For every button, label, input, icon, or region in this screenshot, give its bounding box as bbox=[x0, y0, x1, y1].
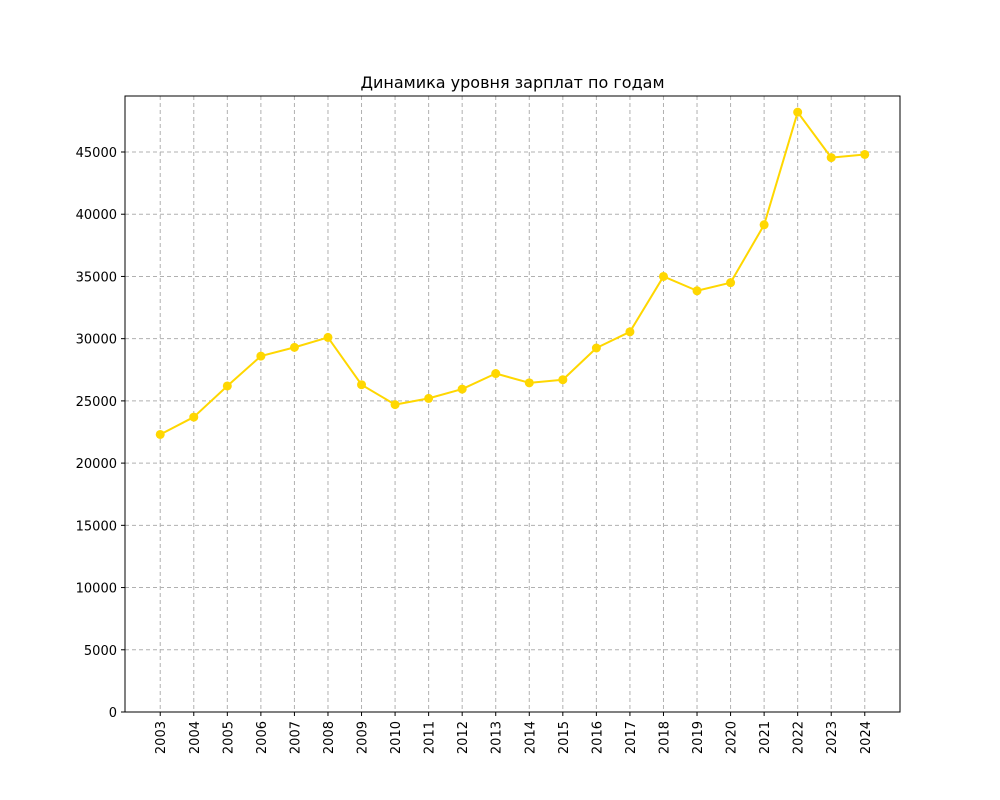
y-tick-label: 25000 bbox=[76, 395, 117, 410]
y-tick-label: 45000 bbox=[76, 146, 117, 161]
series-layer bbox=[155, 107, 870, 439]
data-point bbox=[256, 351, 266, 361]
chart-title: Динамика уровня зарплат по годам bbox=[360, 73, 664, 92]
x-tick-label: 2005 bbox=[221, 721, 236, 754]
x-tick-label: 2015 bbox=[557, 721, 572, 754]
data-point bbox=[826, 153, 836, 163]
x-tick-label: 2009 bbox=[356, 721, 371, 754]
x-tick-label: 2018 bbox=[657, 721, 672, 754]
series-line bbox=[159, 111, 865, 436]
plot-area bbox=[124, 95, 901, 713]
data-point bbox=[759, 220, 769, 230]
data-point bbox=[222, 381, 232, 391]
x-tick-label: 2022 bbox=[792, 721, 807, 754]
data-point bbox=[658, 271, 668, 281]
axes-frame bbox=[124, 95, 901, 713]
y-tick-label: 0 bbox=[109, 706, 117, 721]
x-tick-label: 2017 bbox=[624, 721, 639, 754]
x-tick-label: 2011 bbox=[423, 721, 438, 754]
y-tick-label: 10000 bbox=[76, 582, 117, 597]
x-tick-label: 2019 bbox=[691, 721, 706, 754]
data-point bbox=[189, 412, 199, 422]
data-point bbox=[692, 286, 702, 296]
data-point bbox=[424, 393, 434, 403]
data-point bbox=[491, 369, 501, 379]
x-tick-label: 2023 bbox=[825, 721, 840, 754]
x-tick-label: 2006 bbox=[255, 721, 270, 754]
y-tick-label: 15000 bbox=[76, 519, 117, 534]
x-tick-label: 2010 bbox=[389, 721, 404, 754]
x-tick-label: 2013 bbox=[490, 721, 505, 754]
data-point bbox=[625, 327, 635, 337]
x-tick-label: 2016 bbox=[590, 721, 605, 754]
x-tick-label: 2024 bbox=[859, 721, 874, 754]
data-point bbox=[155, 429, 165, 439]
data-point bbox=[323, 332, 333, 342]
data-point bbox=[558, 375, 568, 385]
x-axis: 2003 2004 2005 2006 2007 2008 2009 2010 2011 2012… bbox=[154, 712, 874, 754]
x-tick-label: 2020 bbox=[725, 721, 740, 754]
data-point bbox=[726, 278, 736, 288]
x-tick-label: 2003 bbox=[154, 721, 169, 754]
x-tick-label: 2014 bbox=[523, 721, 538, 754]
data-point bbox=[524, 378, 534, 388]
x-tick-label: 2007 bbox=[288, 721, 303, 754]
x-tick-label: 2021 bbox=[758, 721, 773, 754]
data-point bbox=[457, 384, 467, 394]
data-point bbox=[289, 342, 299, 352]
data-point bbox=[390, 400, 400, 410]
y-axis: 0 5000 10000 15000 20000 25000 30000 35000 40000… bbox=[76, 146, 125, 721]
y-tick-label: 20000 bbox=[76, 457, 117, 472]
data-point bbox=[591, 343, 601, 353]
data-point bbox=[793, 107, 803, 117]
x-tick-label: 2008 bbox=[322, 721, 337, 754]
grid-lines bbox=[125, 96, 900, 713]
y-tick-label: 40000 bbox=[76, 208, 117, 223]
data-point bbox=[357, 380, 367, 390]
y-tick-label: 35000 bbox=[76, 270, 117, 285]
x-tick-label: 2012 bbox=[456, 721, 471, 754]
y-tick-label: 30000 bbox=[76, 333, 117, 348]
y-tick-label: 5000 bbox=[84, 644, 117, 659]
data-point bbox=[860, 149, 870, 159]
x-tick-label: 2004 bbox=[188, 721, 203, 754]
